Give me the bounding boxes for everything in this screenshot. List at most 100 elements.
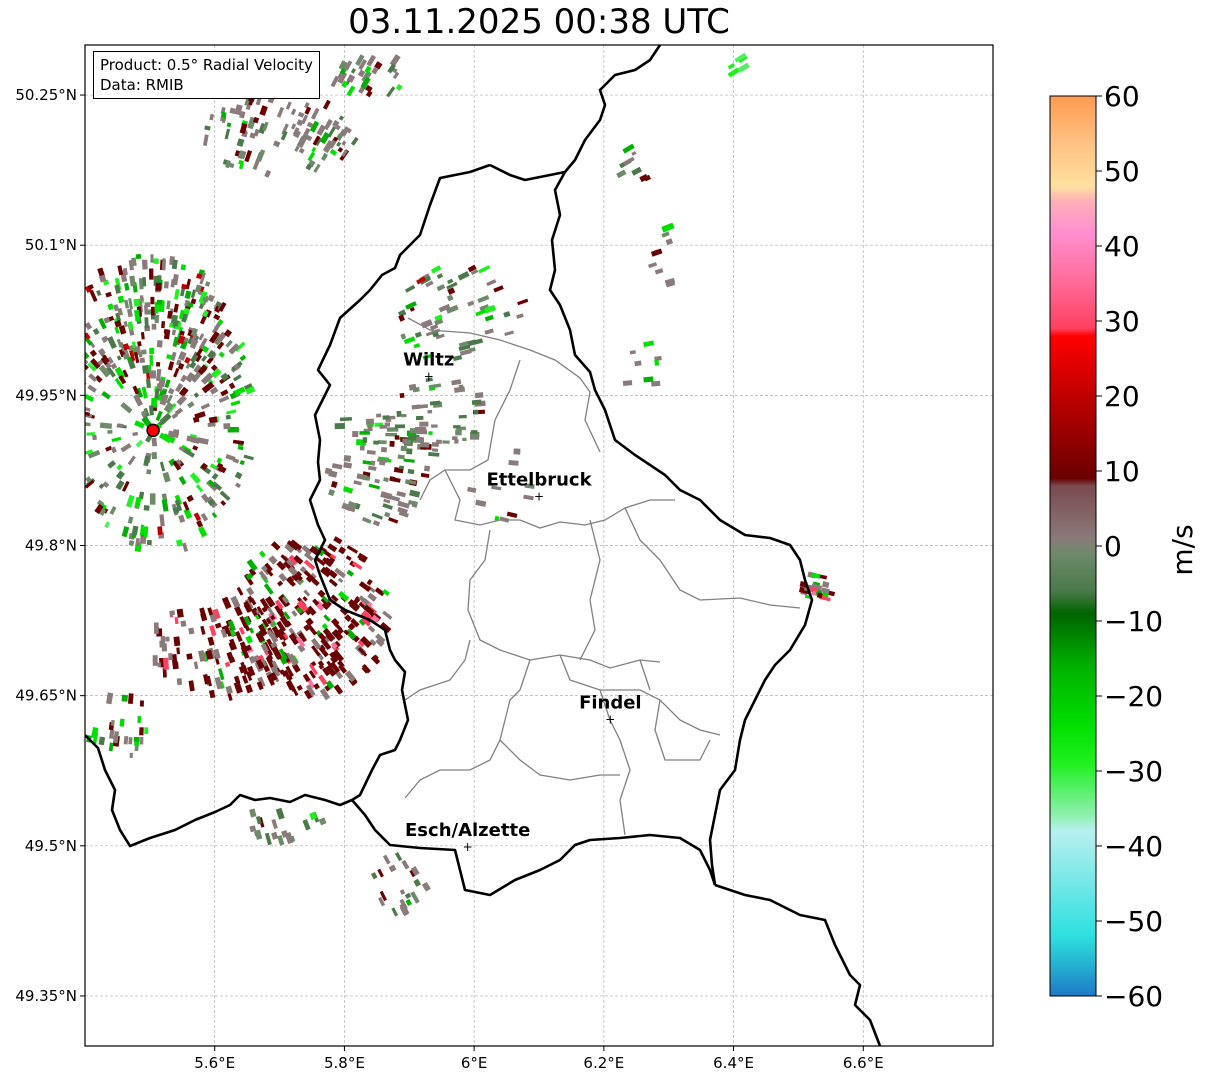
- echo-pixel: [639, 173, 649, 183]
- echo-pixel: [138, 352, 143, 358]
- echo-pixel: [211, 322, 221, 334]
- echo-pixel: [399, 889, 406, 895]
- echo-pixel: [239, 641, 248, 653]
- echo-pixel: [319, 566, 332, 578]
- product-text: Product: 0.5° Radial Velocity: [100, 56, 313, 74]
- echo-pixel: [144, 305, 149, 315]
- echo-pixel: [235, 482, 241, 489]
- echo-pixel: [429, 383, 442, 389]
- city-label: Findel: [579, 693, 642, 714]
- echo-pixel: [133, 394, 143, 407]
- echo-pixel: [382, 610, 393, 620]
- echo-pixel: [232, 386, 246, 397]
- echo-pixel: [186, 653, 193, 660]
- echo-pixel: [149, 354, 154, 366]
- echo-pixel: [201, 381, 215, 394]
- echo-pixel: [109, 506, 117, 515]
- echo-pixel: [301, 114, 309, 125]
- echo-pixel: [350, 136, 359, 146]
- echo-pixel: [229, 638, 238, 651]
- echo-pixel: [263, 583, 274, 595]
- echo-pixel: [330, 641, 338, 650]
- echo-pixel: [346, 85, 356, 97]
- echo-pixel: [341, 80, 349, 88]
- echo-pixel: [195, 484, 204, 493]
- echo-pixel: [323, 614, 331, 622]
- echo-pixel: [435, 333, 445, 340]
- echo-pixel: [149, 347, 155, 355]
- echo-pixel: [108, 315, 115, 322]
- echo-pixel: [259, 105, 268, 116]
- echo-pixel: [268, 555, 278, 565]
- echo-pixel: [146, 469, 152, 475]
- echo-pixel: [388, 864, 397, 873]
- echo-pixel: [223, 423, 231, 430]
- echo-pixel: [139, 524, 145, 536]
- echo-pixel: [414, 426, 427, 432]
- echo-pixel: [459, 348, 472, 356]
- echo-pixel: [372, 520, 381, 527]
- echo-pixel: [153, 622, 159, 634]
- echo-pixel: [325, 632, 336, 642]
- echo-pixel: [353, 597, 361, 604]
- echo-pixel: [167, 387, 175, 395]
- city-marker: +: [424, 369, 434, 383]
- echo-pixel: [248, 567, 257, 577]
- echo-pixel: [225, 453, 236, 462]
- echo-pixel: [330, 75, 340, 88]
- echo-pixel: [508, 459, 519, 466]
- echo-pixel: [174, 288, 180, 300]
- echo-pixel: [137, 716, 142, 723]
- echo-pixel: [121, 694, 129, 702]
- echo-pixel: [328, 139, 337, 149]
- echo-pixel: [177, 335, 186, 345]
- echo-pixel: [256, 149, 266, 162]
- echo-pixel: [310, 107, 320, 120]
- echo-pixel: [284, 543, 295, 554]
- echo-pixel: [338, 115, 345, 121]
- echo-pixel: [216, 341, 225, 350]
- echo-pixel: [137, 341, 142, 347]
- echo-pixel: [357, 69, 366, 78]
- echo-pixel: [348, 601, 360, 612]
- echo-pixel: [169, 610, 176, 616]
- echo-pixel: [154, 314, 160, 324]
- echo-pixel: [260, 643, 269, 653]
- echo-pixel: [198, 333, 205, 341]
- echo-pixel: [220, 372, 229, 382]
- echo-pixel: [431, 448, 439, 452]
- echo-pixel: [398, 510, 409, 518]
- echo-pixel: [455, 429, 462, 436]
- echo-pixel: [307, 624, 318, 636]
- echo-pixel: [382, 503, 393, 510]
- echo-pixel: [383, 477, 389, 483]
- colorbar-tick-label: 10: [1104, 455, 1140, 488]
- echo-pixel: [143, 505, 150, 511]
- echo-pixel: [158, 379, 166, 388]
- echo-pixel: [643, 376, 654, 383]
- echo-pixel: [355, 54, 365, 67]
- echo-pixel: [85, 292, 86, 299]
- echo-pixel: [187, 401, 195, 409]
- echo-pixel: [151, 306, 155, 316]
- echo-pixel: [194, 284, 202, 293]
- echo-pixel: [622, 380, 633, 387]
- echo-pixel: [643, 340, 655, 347]
- product-info-box: Product: 0.5° Radial Velocity Data: RMIB: [93, 51, 320, 99]
- echo-pixel: [195, 347, 204, 357]
- echo-pixel: [149, 370, 156, 379]
- echo-pixel: [230, 400, 241, 407]
- echo-pixel: [212, 481, 223, 491]
- colorbar-tick-label: 0: [1104, 530, 1122, 563]
- echo-pixel: [362, 475, 371, 481]
- echo-pixel: [398, 465, 405, 470]
- echo-pixel: [281, 123, 289, 135]
- echo-pixel: [115, 312, 122, 322]
- echo-pixel: [96, 289, 102, 297]
- echo-pixel: [342, 486, 354, 494]
- echo-pixel: [279, 615, 291, 628]
- echo-pixel: [322, 627, 331, 636]
- echo-pixel: [312, 598, 320, 606]
- echo-pixel: [151, 323, 157, 330]
- echo-pixel: [341, 140, 347, 146]
